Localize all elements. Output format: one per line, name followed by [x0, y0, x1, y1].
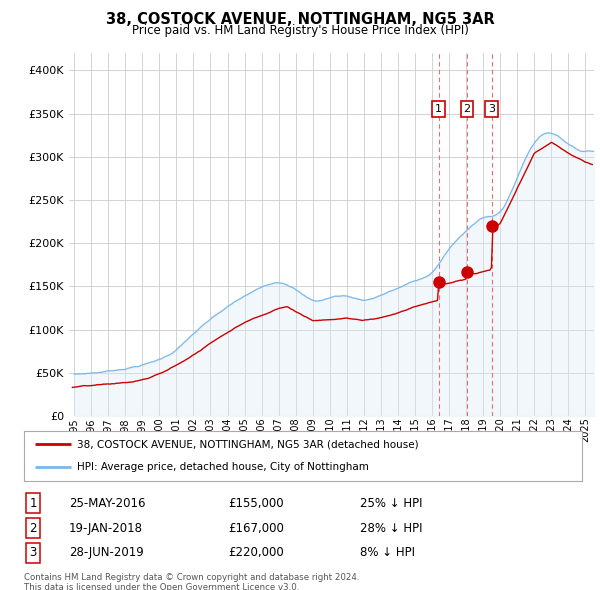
- Text: 2: 2: [29, 522, 37, 535]
- Text: £155,000: £155,000: [228, 497, 284, 510]
- Text: 25% ↓ HPI: 25% ↓ HPI: [360, 497, 422, 510]
- Text: Price paid vs. HM Land Registry's House Price Index (HPI): Price paid vs. HM Land Registry's House …: [131, 24, 469, 37]
- Text: Contains HM Land Registry data © Crown copyright and database right 2024.: Contains HM Land Registry data © Crown c…: [24, 573, 359, 582]
- Text: 38, COSTOCK AVENUE, NOTTINGHAM, NG5 3AR (detached house): 38, COSTOCK AVENUE, NOTTINGHAM, NG5 3AR …: [77, 439, 419, 449]
- Text: 3: 3: [29, 546, 37, 559]
- Text: 38, COSTOCK AVENUE, NOTTINGHAM, NG5 3AR: 38, COSTOCK AVENUE, NOTTINGHAM, NG5 3AR: [106, 12, 494, 27]
- Text: 8% ↓ HPI: 8% ↓ HPI: [360, 546, 415, 559]
- Text: 19-JAN-2018: 19-JAN-2018: [69, 522, 143, 535]
- Text: 28-JUN-2019: 28-JUN-2019: [69, 546, 144, 559]
- Text: 1: 1: [435, 104, 442, 114]
- Text: This data is licensed under the Open Government Licence v3.0.: This data is licensed under the Open Gov…: [24, 583, 299, 590]
- Text: £167,000: £167,000: [228, 522, 284, 535]
- Text: HPI: Average price, detached house, City of Nottingham: HPI: Average price, detached house, City…: [77, 463, 369, 473]
- Text: £220,000: £220,000: [228, 546, 284, 559]
- Text: 28% ↓ HPI: 28% ↓ HPI: [360, 522, 422, 535]
- Text: 3: 3: [488, 104, 495, 114]
- Text: 1: 1: [29, 497, 37, 510]
- Text: 25-MAY-2016: 25-MAY-2016: [69, 497, 146, 510]
- Text: 2: 2: [463, 104, 470, 114]
